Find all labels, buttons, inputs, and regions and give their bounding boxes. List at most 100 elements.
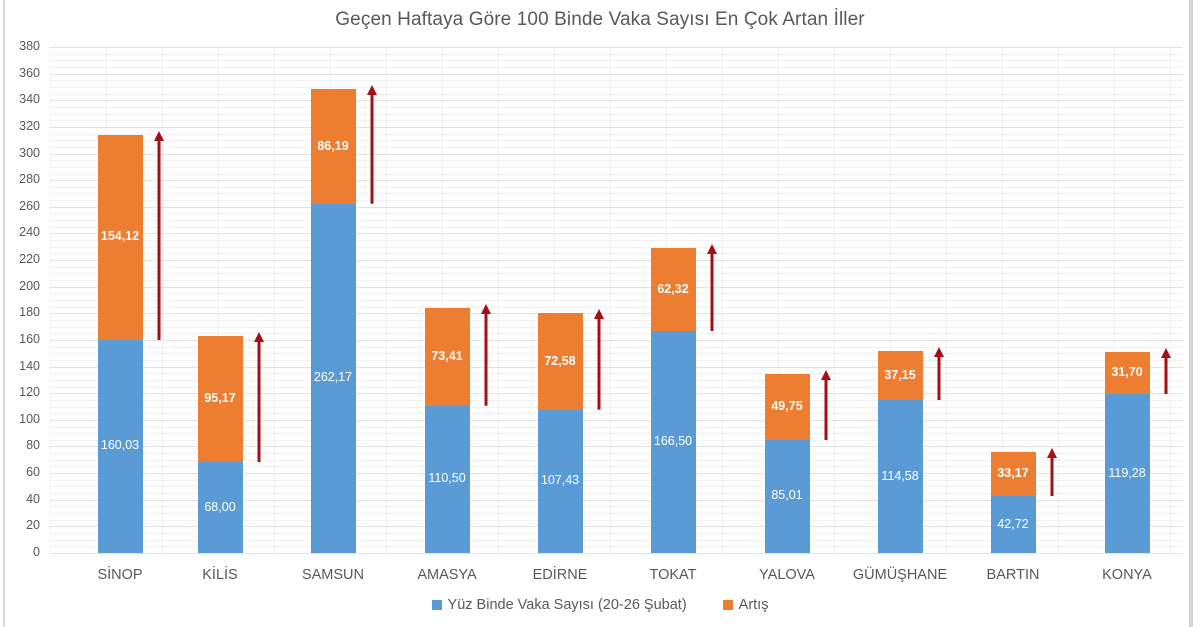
minor-gridline — [50, 166, 1183, 168]
minor-gridline — [50, 266, 1183, 268]
data-label-increase: 86,19 — [317, 138, 349, 153]
minor-gridline — [50, 293, 1183, 295]
data-label-increase: 49,75 — [771, 398, 803, 413]
minor-gridline — [50, 539, 1183, 541]
minor-gridline — [50, 479, 1183, 481]
bar-stack: 110,50 73,41 — [424, 47, 470, 553]
legend-swatch-orange — [722, 600, 733, 610]
minor-gridline — [50, 353, 1183, 355]
cell-line — [1058, 47, 1059, 553]
cell-line — [610, 47, 611, 553]
bar-segment-increase: 62,32 — [650, 248, 696, 332]
y-tick-label: 160 — [19, 331, 40, 346]
arrow-up-icon — [820, 369, 832, 440]
minor-gridline — [50, 186, 1183, 188]
minor-gridline — [50, 86, 1183, 88]
y-tick-label: 180 — [19, 305, 40, 320]
legend-item-increase: Artış — [722, 597, 769, 613]
bar-segment-cases: 42,72 — [990, 496, 1036, 553]
gridline — [50, 73, 1183, 75]
arrow-up-icon — [593, 309, 605, 410]
bar-segment-cases: 114,58 — [877, 400, 923, 553]
arrow-up-icon — [706, 244, 718, 332]
minor-gridline — [50, 113, 1183, 115]
bar-stack: 119,28 31,70 — [1104, 47, 1150, 553]
bar-segment-increase: 86,19 — [310, 89, 356, 204]
cell-line — [1114, 47, 1115, 553]
minor-gridline — [50, 226, 1183, 228]
gridline — [50, 153, 1183, 155]
minor-gridline — [50, 53, 1183, 55]
data-label-cases: 262,17 — [313, 370, 353, 385]
data-label-increase: 37,15 — [884, 367, 916, 382]
data-label-increase: 95,17 — [204, 391, 236, 406]
y-tick-label: 200 — [19, 278, 40, 293]
legend-label-increase: Artış — [738, 597, 769, 613]
y-tick-label: 100 — [19, 411, 40, 426]
minor-gridline — [50, 359, 1183, 361]
minor-gridline — [50, 200, 1183, 202]
gridline — [50, 286, 1183, 288]
y-tick-label: 320 — [19, 118, 40, 133]
minor-gridline — [50, 333, 1183, 335]
gridline — [50, 206, 1183, 208]
plot-area: 160,03 154,12 68,00 95,17 262,17 86,19 110,50 7… — [50, 47, 1183, 554]
cell-line — [386, 47, 387, 553]
gridline — [50, 473, 1183, 475]
minor-gridline — [50, 120, 1183, 122]
minor-gridline — [50, 173, 1183, 175]
bar-segment-increase: 37,15 — [877, 350, 923, 401]
y-tick-label: 0 — [33, 545, 40, 559]
data-label-cases: 119,28 — [1108, 465, 1146, 480]
cell-line — [834, 47, 835, 553]
gridline — [50, 260, 1183, 262]
bar-segment-increase: 49,75 — [764, 373, 810, 440]
legend-item-cases: Yüz Binde Vaka Sayısı (20-26 Şubat) — [431, 597, 687, 613]
legend-swatch-blue — [431, 600, 442, 610]
data-label-increase: 72,58 — [544, 353, 576, 368]
x-tick-label: GÜMÜŞHANE — [852, 567, 948, 583]
chart-title: Geçen Haftaya Göre 100 Binde Vaka Sayısı… — [335, 9, 865, 30]
y-tick-label: 360 — [19, 65, 40, 80]
bar-segment-cases: 166,50 — [650, 331, 696, 553]
gridline — [50, 526, 1183, 528]
minor-gridline — [50, 513, 1183, 515]
gridline — [50, 339, 1183, 341]
minor-gridline — [50, 506, 1183, 508]
minor-gridline — [50, 193, 1183, 195]
bar-stack: 107,43 72,58 — [537, 47, 583, 553]
minor-gridline — [50, 459, 1183, 461]
minor-gridline — [50, 406, 1183, 408]
bar-segment-cases: 107,43 — [537, 409, 583, 553]
minor-gridline — [50, 160, 1183, 162]
gridline — [50, 393, 1183, 395]
gridline — [50, 126, 1183, 128]
bar-segment-cases: 68,00 — [197, 462, 243, 553]
cell-line — [722, 47, 723, 553]
bar-stack: 68,00 95,17 — [197, 47, 243, 553]
bar-segment-cases: 110,50 — [424, 405, 470, 553]
y-tick-label: 340 — [19, 92, 40, 107]
data-label-increase: 33,17 — [997, 466, 1029, 481]
minor-gridline — [50, 373, 1183, 375]
bar-stack: 85,01 49,75 — [764, 47, 810, 553]
y-tick-label: 220 — [19, 252, 40, 267]
minor-gridline — [50, 519, 1183, 521]
x-tick-label: KONYA — [1102, 567, 1152, 583]
data-label-increase: 154,12 — [100, 229, 140, 244]
bar-segment-increase: 72,58 — [537, 313, 583, 410]
bar-segment-increase: 95,17 — [197, 335, 243, 463]
minor-gridline — [50, 133, 1183, 135]
x-tick-label: TOKAT — [649, 567, 697, 583]
minor-gridline — [50, 453, 1183, 455]
cell-line — [778, 47, 779, 553]
arrow-up-icon — [253, 331, 265, 463]
cell-line — [554, 47, 555, 553]
minor-gridline — [50, 439, 1183, 441]
minor-gridline — [50, 466, 1183, 468]
minor-gridline — [50, 106, 1183, 108]
bar-segment-increase: 33,17 — [990, 451, 1036, 497]
bar-stack: 114,58 37,15 — [877, 47, 923, 553]
y-tick-label: 260 — [19, 198, 40, 213]
bar-segment-increase: 154,12 — [97, 134, 143, 340]
